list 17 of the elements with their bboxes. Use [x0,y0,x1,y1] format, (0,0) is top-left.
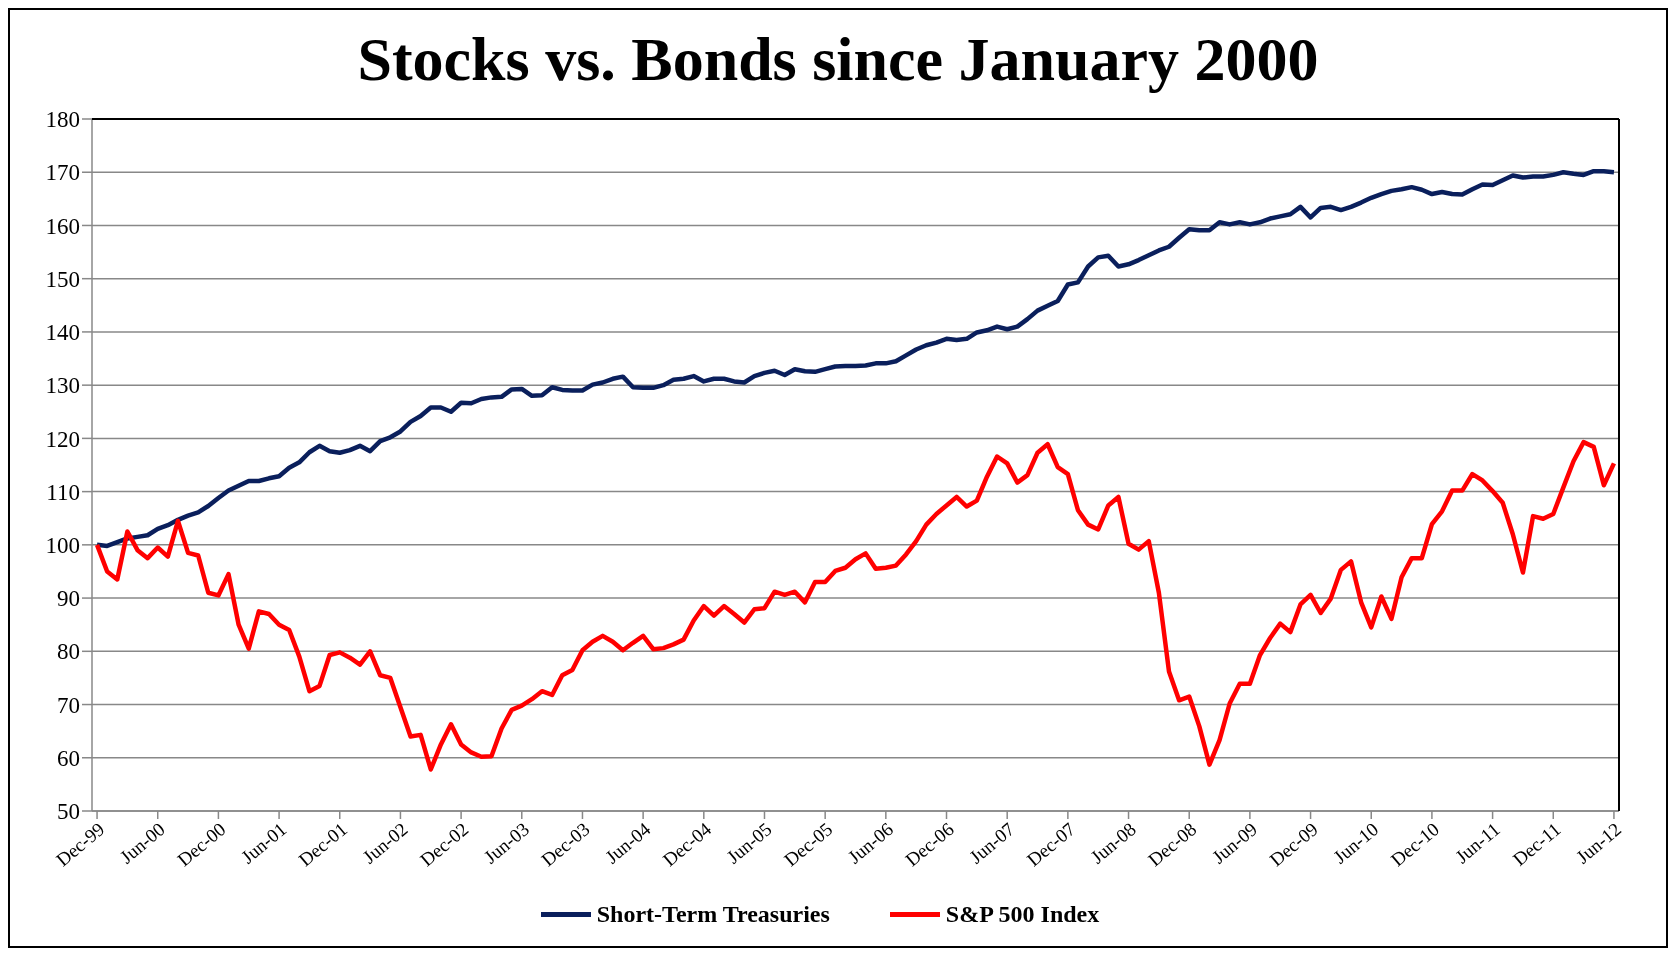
chart-title: Stocks vs. Bonds since January 2000 [356,24,1320,95]
y-tick-label: 150 [45,266,80,292]
y-tick-label: 120 [45,426,80,452]
y-tick-label: 180 [45,107,80,133]
y-tick-label: 110 [46,479,80,505]
y-tick-label: 80 [57,639,80,665]
legend-label: Short-Term Treasuries [596,901,830,928]
y-tick-label: 140 [45,320,80,346]
y-tick-label: 100 [45,533,80,559]
y-tick-label: 130 [45,373,80,399]
y-tick-label: 170 [45,160,80,186]
y-tick-label: 90 [57,586,80,612]
y-tick-label: 70 [57,692,80,718]
y-tick-label: 160 [45,213,80,239]
legend-label: S&P 500 Index [945,901,1100,928]
y-tick-label: 50 [57,799,80,825]
y-tick-label: 60 [57,745,80,771]
